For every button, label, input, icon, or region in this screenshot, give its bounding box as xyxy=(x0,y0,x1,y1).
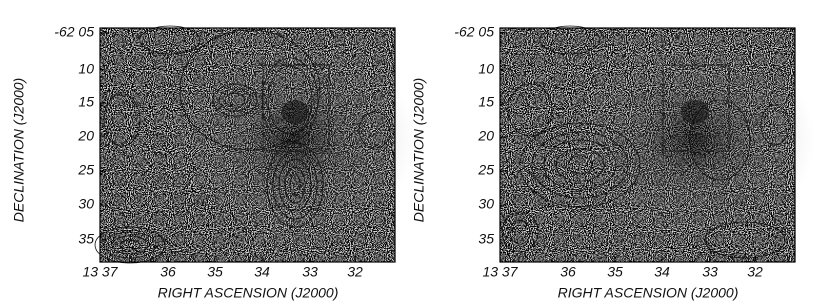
y-tick-label: 20 xyxy=(477,128,494,144)
contour xyxy=(119,239,141,251)
y-tick-label: 10 xyxy=(478,61,494,77)
y-tick-label: 30 xyxy=(78,196,94,212)
contour xyxy=(519,122,641,208)
contour xyxy=(543,139,617,191)
region-box xyxy=(662,64,730,152)
contour xyxy=(531,131,629,199)
contour xyxy=(139,25,201,55)
y-axis-label: DECLINATION (J2000) xyxy=(11,78,27,222)
y-tick-label: 10 xyxy=(78,61,94,77)
contour xyxy=(760,104,790,146)
contour xyxy=(278,158,312,212)
x-axis-label: RIGHT ASCENSION (J2000) xyxy=(558,285,739,301)
source-core xyxy=(681,100,709,124)
x-tick-label: 34 xyxy=(654,264,670,280)
contour xyxy=(261,57,319,143)
y-tick-label: 15 xyxy=(478,94,494,110)
y-tick-label: 25 xyxy=(77,162,94,178)
y-axis-label: DECLINATION (J2000) xyxy=(411,78,427,222)
x-tick-label: 33 xyxy=(302,264,318,280)
panel: -62 05 10 15 20 25 30 35 13 37 36 35 34 33 32 RIGHT A… xyxy=(11,24,415,301)
contour xyxy=(266,142,324,228)
x-tick-label: 32 xyxy=(347,264,363,280)
frame xyxy=(499,27,796,263)
contour xyxy=(704,221,786,259)
y-tick-label: 35 xyxy=(78,231,94,247)
x-tick-label: 32 xyxy=(747,264,763,280)
contour xyxy=(509,219,531,245)
contour xyxy=(224,92,246,108)
contour xyxy=(103,231,157,259)
x-tick-label: 36 xyxy=(560,264,576,280)
x-tick-label: 13 37 xyxy=(82,264,118,280)
contour xyxy=(358,111,392,149)
y-tick-label: 35 xyxy=(478,231,494,247)
galaxy-glow xyxy=(575,40,815,240)
y-tick-label: 15 xyxy=(78,94,94,110)
contour xyxy=(539,25,601,55)
contour xyxy=(267,65,313,135)
contour xyxy=(689,99,751,181)
x-tick-label: 34 xyxy=(254,264,270,280)
y-tick-label: 20 xyxy=(77,128,94,144)
contour xyxy=(94,226,166,264)
contour xyxy=(103,93,141,147)
galaxy-glow xyxy=(175,40,415,240)
region-box xyxy=(262,64,330,152)
contour xyxy=(507,83,553,137)
frame xyxy=(99,27,396,263)
x-tick-label: 35 xyxy=(607,264,623,280)
x-tick-label: 13 37 xyxy=(482,264,518,280)
y-tick-label: -62 05 xyxy=(54,24,94,40)
contour xyxy=(212,83,258,117)
contour xyxy=(555,148,605,182)
contour xyxy=(179,29,321,151)
x-axis-label: RIGHT ASCENSION (J2000) xyxy=(158,285,339,301)
x-tick-label: 36 xyxy=(160,264,176,280)
y-tick-label: -62 05 xyxy=(454,24,494,40)
contour xyxy=(218,88,252,112)
contour xyxy=(289,174,301,196)
contour xyxy=(567,155,593,175)
x-tick-label: 35 xyxy=(207,264,223,280)
y-tick-label: 30 xyxy=(478,196,494,212)
panel: -62 05 10 15 20 25 30 35 13 37 36 35 34 33 32 RIGHT A… xyxy=(411,24,815,301)
source-core xyxy=(281,100,309,124)
x-tick-label: 33 xyxy=(702,264,718,280)
contour xyxy=(501,211,539,253)
contour xyxy=(111,235,149,255)
y-tick-label: 25 xyxy=(477,162,494,178)
contour xyxy=(284,166,306,204)
